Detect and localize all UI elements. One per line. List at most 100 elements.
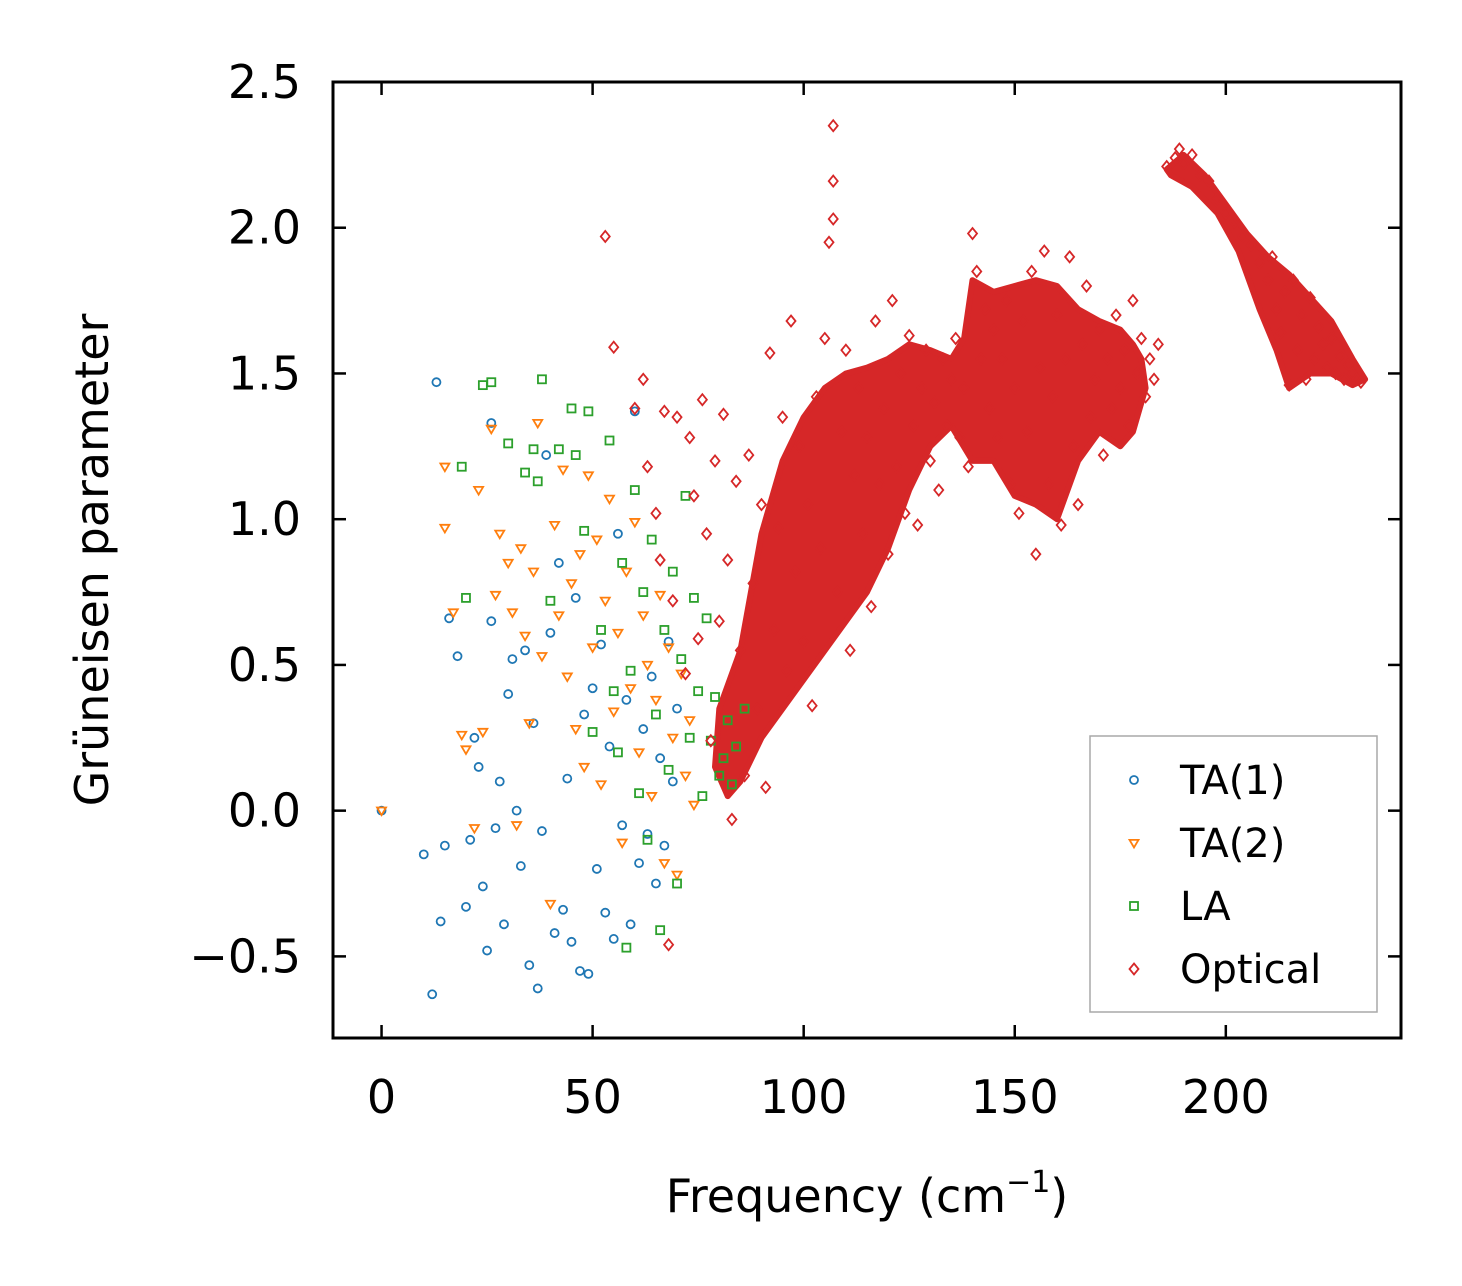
optical-point [785,314,797,328]
optical-point [1313,319,1325,334]
la-point [625,665,636,676]
optical-point [1118,343,1131,358]
optical-point [1144,351,1156,366]
la-point [608,686,619,697]
optical-point [1063,249,1076,264]
la-point [583,406,594,417]
la-point [604,435,615,446]
optical-point [827,174,839,189]
optical-point [1139,389,1152,404]
optical-point [1308,351,1321,366]
la-point [710,692,720,702]
optical-point [1017,314,1029,328]
ta-2-point [578,762,591,774]
optical-point [738,768,751,783]
optical-point [916,381,928,395]
la-point [537,374,547,385]
optical-point [692,631,704,646]
la-point [718,753,729,764]
optical-point [1152,337,1164,352]
la-point [528,444,539,455]
ta-2-point [493,529,506,541]
x-axis-label-suffix: ) [1050,1169,1068,1223]
la-point [621,942,632,953]
optical-point [958,381,970,395]
ta-1-point [655,753,666,764]
optical-point [1283,378,1295,393]
optical-point [1101,351,1114,366]
la-point [689,592,699,603]
optical-point [1042,477,1055,492]
optical-point [1253,255,1266,270]
ta-2-point [527,567,540,578]
optical-point [903,328,915,343]
optical-point [1334,349,1346,363]
optical-point [684,430,696,445]
ta-2-point [590,535,603,546]
ta-1-point [418,849,429,860]
ta-1-point [477,881,488,892]
optical-point [852,381,865,395]
ta-1-point [604,741,615,752]
ta-2-point [548,520,561,532]
ta-1-point [553,558,564,568]
optical-point [1161,159,1173,174]
optical-point [1059,351,1072,366]
ta-2-point [637,611,650,622]
ta-1-point [482,945,492,956]
ta-1-point [558,904,568,915]
ta-2-point [514,544,527,555]
la-point [701,613,712,624]
y-tick-label: 1.5 [228,346,301,400]
optical-point [705,733,717,748]
ta-1-point [659,840,670,851]
ta-2-point [675,669,688,680]
optical-point [1173,142,1186,156]
optical-point [962,459,974,474]
la-point [727,779,737,790]
optical-point [1110,308,1122,323]
optical-point [886,293,898,308]
x-tick-label: 100 [760,1070,848,1124]
ta-2-point [561,672,574,683]
ta-1-point [532,983,543,994]
optical-point [1131,366,1143,381]
optical-point [920,343,932,358]
x-tick-label: 0 [367,1070,396,1124]
ta-2-point [565,579,578,590]
ta-1-point [587,683,598,694]
optical-point [1279,284,1291,299]
ta-2-point [573,550,587,561]
optical-point [641,459,654,474]
la-point [617,558,628,568]
optical-point [840,343,852,358]
legend-marker [1128,962,1140,976]
optical-point [1287,273,1300,288]
ta-1-point [520,645,530,656]
ta-1-point [524,960,535,971]
ta-1-point [473,762,484,772]
optical-point [1135,331,1148,346]
optical-point [945,372,958,387]
y-tick-label: 2.0 [228,201,301,255]
ta-2-point [641,660,654,672]
optical-point [1004,477,1017,492]
ta-2-point [683,716,696,727]
optical-point [798,634,810,649]
optical-point [1321,360,1333,375]
ta-1-point [562,773,573,784]
optical-point [696,392,709,407]
optical-point [966,226,979,241]
optical-point [662,937,675,952]
la-point [613,747,623,758]
optical-point [1220,206,1232,221]
ta-1-point [431,377,442,388]
optical-point [1072,497,1084,512]
ta-1-point [663,636,674,647]
la-point [579,525,590,536]
la-point [566,403,577,414]
legend-label: LA [1180,884,1231,930]
la-point [638,587,649,597]
ta-2-point [510,821,523,832]
optical-point [709,453,721,468]
